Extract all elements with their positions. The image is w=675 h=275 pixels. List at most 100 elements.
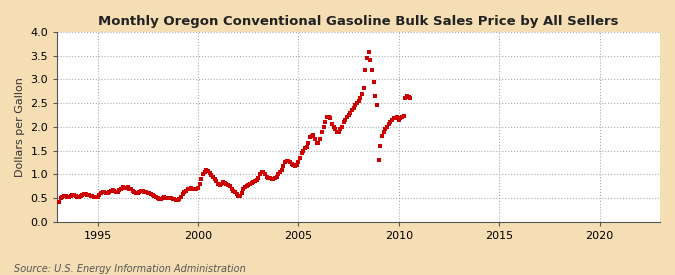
- Point: [233, 193, 244, 198]
- Point: [72, 195, 83, 199]
- Y-axis label: Dollars per Gallon: Dollars per Gallon: [15, 77, 25, 177]
- Point: [279, 160, 290, 165]
- Point: [259, 172, 270, 177]
- Point: [306, 134, 317, 139]
- Point: [323, 115, 334, 120]
- Point: [157, 196, 168, 200]
- Point: [285, 160, 296, 165]
- Point: [217, 180, 228, 185]
- Point: [226, 186, 237, 191]
- Point: [147, 192, 158, 197]
- Point: [114, 188, 125, 192]
- Point: [377, 134, 387, 139]
- Point: [236, 191, 247, 196]
- Point: [266, 177, 277, 181]
- Point: [298, 148, 309, 153]
- Point: [153, 196, 163, 200]
- Point: [358, 86, 369, 90]
- Point: [214, 183, 225, 187]
- Point: [290, 164, 300, 168]
- Point: [318, 125, 329, 129]
- Point: [325, 116, 335, 120]
- Point: [310, 136, 321, 141]
- Point: [219, 181, 230, 185]
- Point: [335, 127, 346, 131]
- Point: [303, 141, 314, 146]
- Point: [240, 185, 250, 189]
- Point: [328, 125, 339, 129]
- Point: [87, 194, 98, 198]
- Point: [62, 195, 73, 199]
- Point: [275, 170, 286, 174]
- Point: [369, 79, 379, 84]
- Point: [163, 196, 173, 200]
- Point: [244, 182, 255, 186]
- Point: [352, 101, 362, 105]
- Point: [65, 193, 76, 198]
- Point: [154, 197, 165, 201]
- Point: [134, 190, 144, 194]
- Point: [77, 192, 88, 197]
- Point: [84, 193, 95, 197]
- Point: [234, 193, 245, 198]
- Point: [201, 168, 212, 173]
- Point: [380, 127, 391, 131]
- Point: [398, 114, 409, 119]
- Point: [373, 158, 384, 162]
- Point: [63, 194, 74, 199]
- Point: [293, 160, 304, 165]
- Point: [112, 190, 123, 194]
- Point: [199, 170, 210, 174]
- Point: [80, 192, 91, 196]
- Point: [230, 190, 240, 194]
- Point: [379, 129, 389, 134]
- Point: [107, 188, 118, 192]
- Point: [79, 192, 90, 196]
- Point: [144, 191, 155, 196]
- Point: [136, 189, 146, 193]
- Point: [115, 186, 126, 191]
- Point: [227, 189, 238, 193]
- Point: [394, 117, 404, 122]
- Point: [171, 198, 182, 202]
- Point: [176, 195, 187, 199]
- Point: [173, 198, 184, 203]
- Point: [129, 190, 140, 194]
- Point: [246, 181, 257, 185]
- Point: [375, 144, 386, 148]
- Point: [102, 191, 113, 196]
- Point: [151, 195, 161, 199]
- Point: [356, 91, 367, 96]
- Point: [196, 177, 207, 181]
- Point: [224, 184, 235, 188]
- Point: [69, 193, 80, 197]
- Point: [60, 194, 71, 198]
- Point: [146, 191, 157, 196]
- Point: [198, 172, 209, 177]
- Point: [67, 192, 78, 197]
- Point: [122, 185, 133, 189]
- Point: [313, 141, 324, 146]
- Point: [283, 159, 294, 163]
- Point: [340, 117, 350, 122]
- Point: [161, 196, 171, 200]
- Point: [390, 116, 401, 120]
- Point: [241, 184, 252, 188]
- Point: [99, 190, 109, 194]
- Point: [317, 129, 327, 134]
- Point: [248, 180, 259, 185]
- Point: [191, 187, 202, 192]
- Point: [360, 68, 371, 72]
- Point: [169, 197, 180, 202]
- Point: [388, 116, 399, 120]
- Point: [251, 178, 262, 182]
- Point: [74, 194, 84, 199]
- Point: [327, 122, 338, 127]
- Point: [132, 191, 143, 196]
- Point: [213, 182, 223, 186]
- Point: [370, 94, 381, 98]
- Point: [249, 179, 260, 184]
- Point: [300, 146, 310, 150]
- Point: [342, 115, 352, 120]
- Point: [221, 182, 232, 186]
